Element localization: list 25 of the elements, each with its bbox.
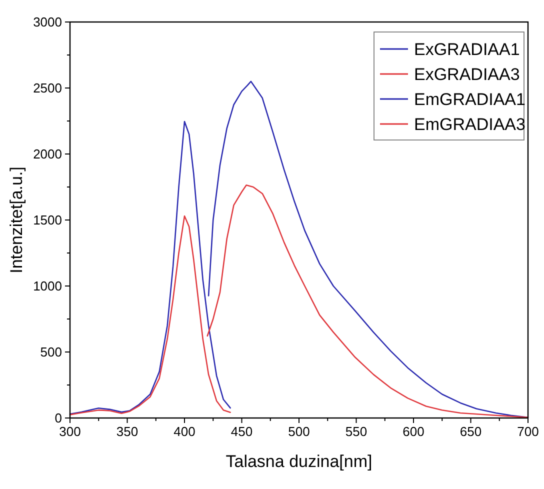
legend-label: EmGRADIAA3 [414,114,526,134]
x-tick-label: 550 [345,424,368,439]
x-tick-label: 350 [116,424,138,439]
x-tick-label: 600 [402,424,424,439]
y-tick-label: 1500 [33,212,62,228]
legend-label: EmGRADIAA1 [414,90,526,109]
y-tick-label: 0 [54,410,62,426]
x-tick-label: 450 [230,424,253,439]
x-tick-label: 500 [288,424,310,439]
y-tick-label: 3000 [33,14,62,30]
x-tick-label: 300 [59,424,81,439]
y-tick-label: 2500 [33,80,62,96]
legend-label: ExGRADIAA1 [414,40,520,59]
legend-label: ExGRADIAA3 [414,64,520,84]
y-tick-label: 2000 [33,146,62,162]
line-series [69,120,231,415]
x-tick-label: 400 [174,424,196,439]
x-axis-title: Talasna duzina[nm] [226,452,372,471]
y-tick-label: 1000 [33,278,62,294]
y-tick-label: 500 [40,344,62,360]
y-axis-title: Intenzitet[a.u.] [7,166,26,274]
x-tick-label: 650 [460,424,482,439]
line-series [69,215,231,416]
line-series [206,184,529,418]
x-tick-label: 700 [517,424,539,439]
